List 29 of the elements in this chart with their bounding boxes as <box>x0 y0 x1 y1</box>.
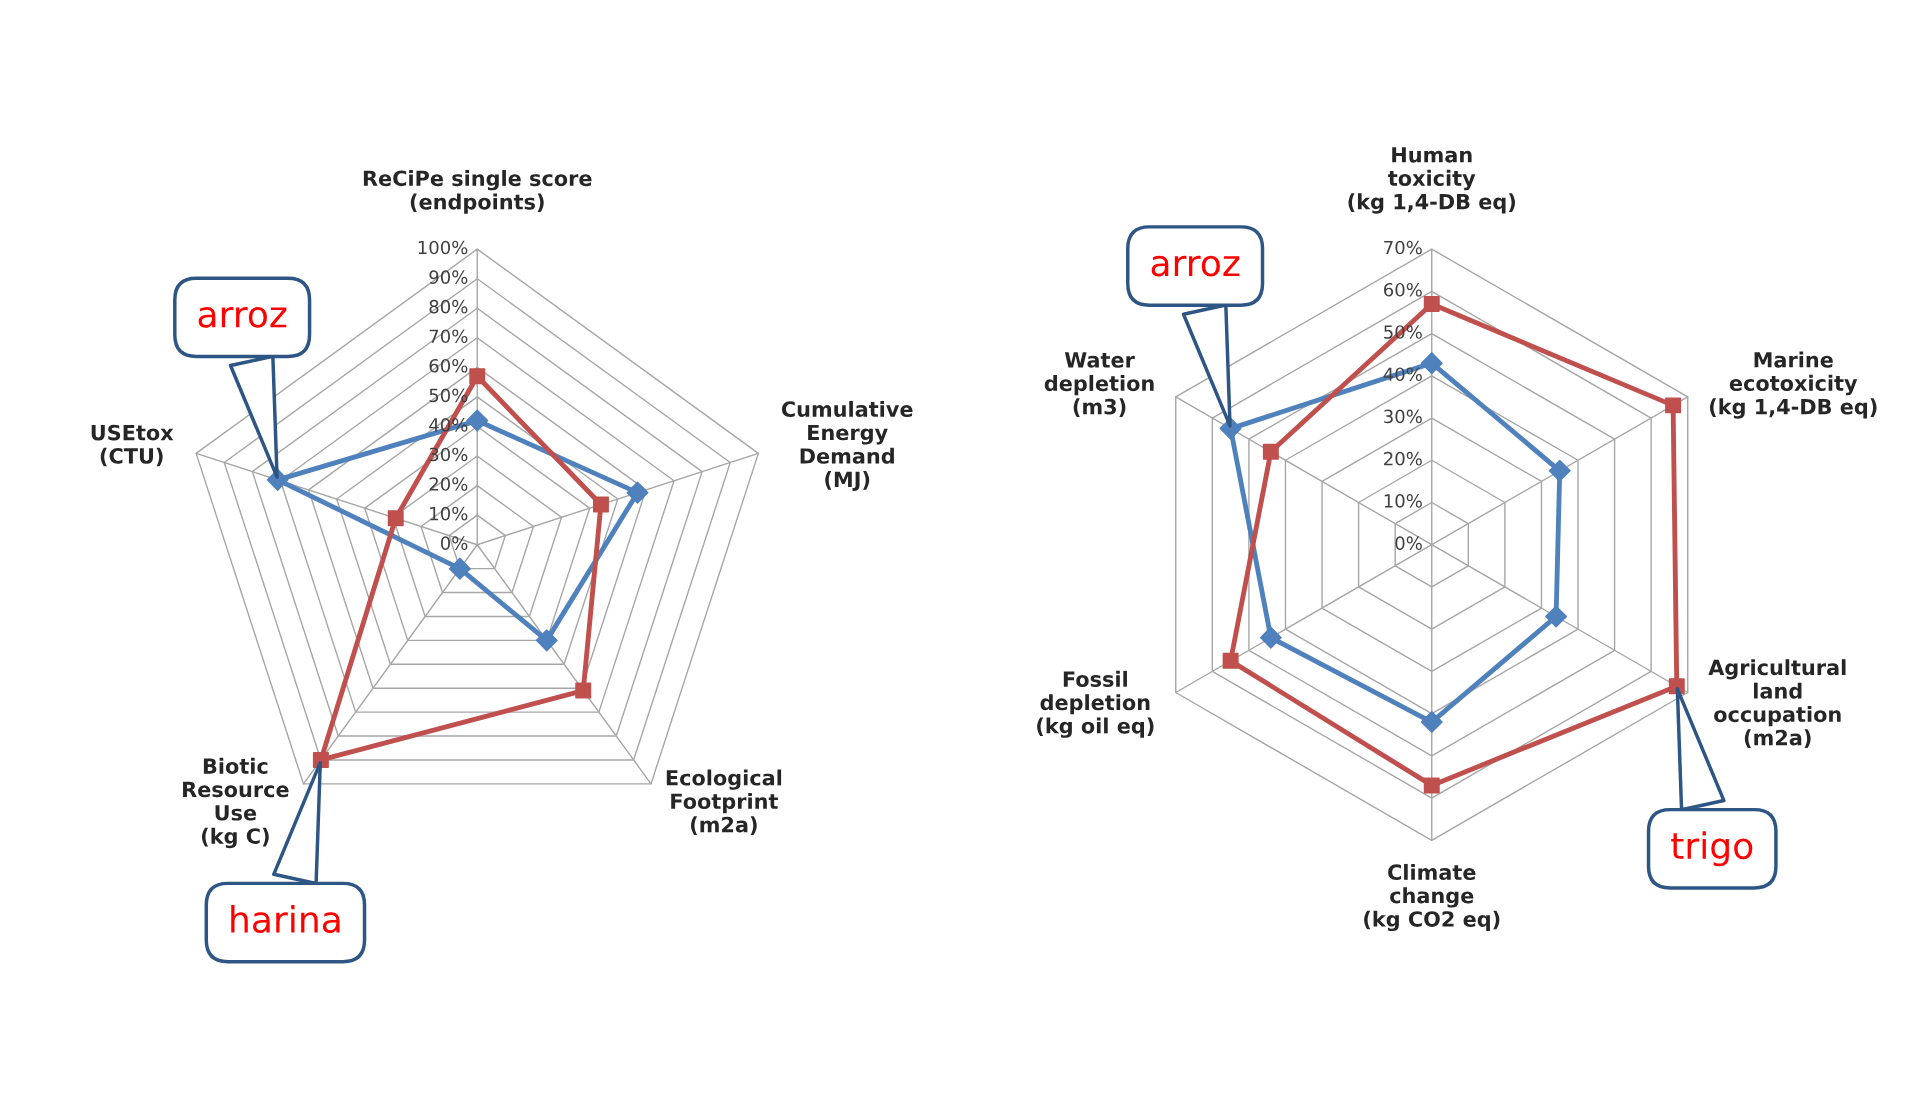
text: arroz <box>1151 255 1240 277</box>
text: harina <box>231 905 340 933</box>
spoke-label: Cumulative Energy Demand (MJ) <box>781 400 913 492</box>
y-tick-label: 80% <box>429 299 468 314</box>
spoke-label: Human toxicity (kg 1,4-DB eq) <box>1348 147 1515 214</box>
y-tick-label: 70% <box>429 329 468 344</box>
y-tick-label: 10% <box>1384 494 1422 508</box>
text: trigo <box>1671 831 1753 867</box>
y-tick-label: 0% <box>1395 536 1422 550</box>
y-tick-label: 30% <box>1384 409 1422 424</box>
y-tick-label: 60% <box>1384 282 1422 297</box>
y-tick-label: 10% <box>430 506 468 521</box>
spoke-label: Fossil depletion (kg oil eq) <box>1037 670 1154 738</box>
text: arroz <box>198 307 287 328</box>
spoke-label: Water depletion (m3) <box>1044 352 1154 417</box>
y-tick-label: 0% <box>440 536 468 550</box>
spoke-label: Climate change (kg CO2 eq) <box>1364 863 1500 932</box>
spoke-label: Biotic Resource Use (kg C) <box>183 757 289 849</box>
spoke-label: ReCiPe single score (endpoints) <box>363 170 592 214</box>
y-tick-label: 20% <box>429 477 468 491</box>
y-tick-label: 100% <box>418 240 468 255</box>
spoke-label: Agricultural land occupation (m2a) <box>1708 659 1846 748</box>
spoke-label: USEtox (CTU) <box>91 424 174 467</box>
y-tick-label: 60% <box>429 358 468 373</box>
y-tick-label: 90% <box>429 270 468 284</box>
spoke-label: Ecological Footprint (m2a) <box>666 769 782 835</box>
spoke-label: Marine ecotoxicity (kg 1,4-DB eq) <box>1710 351 1877 419</box>
y-tick-label: 70% <box>1384 240 1422 255</box>
y-tick-label: 20% <box>1384 451 1422 466</box>
